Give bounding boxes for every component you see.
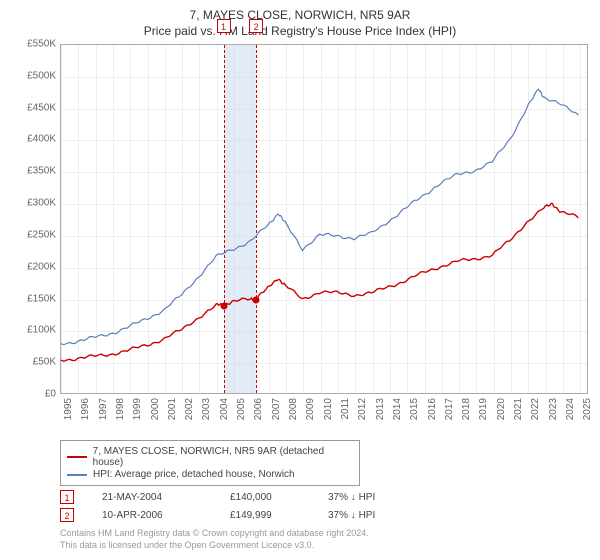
x-axis-label: 2020 [496, 398, 507, 420]
x-axis-label: 2023 [548, 398, 559, 420]
legend-swatch-2 [67, 474, 87, 476]
x-axis-label: 2002 [184, 398, 195, 420]
series-property [61, 203, 578, 361]
x-axis-label: 2016 [427, 398, 438, 420]
transactions-table: 1 21-MAY-2004 £140,000 37% ↓ HPI 2 10-AP… [60, 490, 588, 522]
y-axis-label: £50K [12, 357, 56, 368]
x-axis-label: 2021 [513, 398, 524, 420]
y-axis-label: £400K [12, 134, 56, 145]
transaction-number: 1 [60, 490, 74, 504]
x-axis-label: 2005 [236, 398, 247, 420]
x-axis-label: 2012 [357, 398, 368, 420]
x-axis-label: 1997 [98, 398, 109, 420]
legend-swatch-1 [67, 456, 87, 458]
legend: 7, MAYES CLOSE, NORWICH, NR5 9AR (detach… [60, 440, 360, 486]
x-axis-label: 2006 [253, 398, 264, 420]
x-axis-label: 2008 [288, 398, 299, 420]
y-axis-label: £550K [12, 39, 56, 50]
transaction-number: 2 [60, 508, 74, 522]
x-axis-label: 1999 [132, 398, 143, 420]
x-axis-label: 2009 [305, 398, 316, 420]
transaction-price: £149,999 [230, 510, 300, 521]
x-axis-label: 2022 [530, 398, 541, 420]
series-hpi [61, 89, 578, 345]
x-axis-label: 2025 [582, 398, 593, 420]
chart-title: 7, MAYES CLOSE, NORWICH, NR5 9AR [12, 8, 588, 22]
x-axis-label: 2003 [201, 398, 212, 420]
y-axis-label: £150K [12, 293, 56, 304]
x-axis-label: 1996 [80, 398, 91, 420]
x-axis-label: 2007 [271, 398, 282, 420]
y-axis-label: £300K [12, 198, 56, 209]
y-axis-label: £450K [12, 102, 56, 113]
transaction-date: 21-MAY-2004 [102, 492, 202, 503]
chart-area: £0 £50K £100K £150K £200K £250K £300K £350K £400… [12, 44, 588, 434]
chart-subtitle: Price paid vs. HM Land Registry's House … [12, 24, 588, 38]
x-axis-label: 1998 [115, 398, 126, 420]
x-axis-label: 2001 [167, 398, 178, 420]
x-axis-label: 2004 [219, 398, 230, 420]
footer-attribution: Contains HM Land Registry data © Crown c… [60, 528, 588, 551]
marker-label: 1 [217, 19, 231, 33]
y-axis-label: £100K [12, 325, 56, 336]
legend-label-2: HPI: Average price, detached house, Norw… [93, 469, 295, 480]
x-axis-label: 2017 [444, 398, 455, 420]
transaction-hpi: 37% ↓ HPI [328, 510, 408, 521]
y-axis-label: £250K [12, 229, 56, 240]
x-axis-label: 2019 [478, 398, 489, 420]
x-axis-label: 2000 [150, 398, 161, 420]
x-axis-label: 2014 [392, 398, 403, 420]
x-axis-label: 2010 [323, 398, 334, 420]
y-axis-label: £200K [12, 261, 56, 272]
x-axis-label: 1995 [63, 398, 74, 420]
transaction-date: 10-APR-2006 [102, 510, 202, 521]
legend-label-1: 7, MAYES CLOSE, NORWICH, NR5 9AR (detach… [93, 446, 353, 468]
x-axis-label: 2013 [375, 398, 386, 420]
plot-region: 12 [60, 44, 588, 394]
y-axis-label: £350K [12, 166, 56, 177]
data-point [253, 296, 260, 303]
marker-label: 2 [249, 19, 263, 33]
y-axis-label: £500K [12, 70, 56, 81]
y-axis-label: £0 [12, 389, 56, 400]
x-axis-label: 2024 [565, 398, 576, 420]
transaction-hpi: 37% ↓ HPI [328, 492, 408, 503]
x-axis-label: 2011 [340, 398, 351, 420]
x-axis-label: 2015 [409, 398, 420, 420]
data-point [220, 302, 227, 309]
x-axis-label: 2018 [461, 398, 472, 420]
transaction-price: £140,000 [230, 492, 300, 503]
